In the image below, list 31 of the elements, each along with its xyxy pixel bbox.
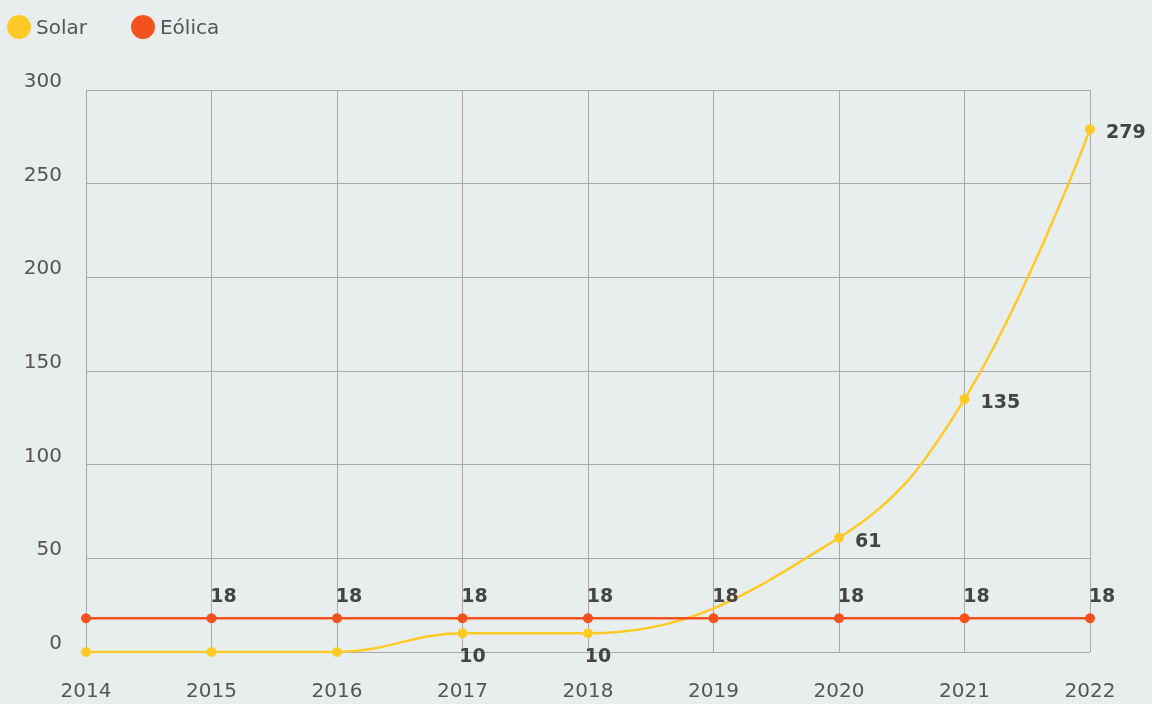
- data-label: 18: [837, 583, 865, 606]
- data-label: 10: [459, 643, 486, 666]
- y-tick-label: 150: [23, 349, 62, 373]
- y-tick-label: 300: [23, 68, 62, 92]
- x-tick-label: 2021: [939, 678, 990, 702]
- data-label: 10: [584, 643, 612, 666]
- x-tick-label: 2016: [311, 678, 363, 702]
- x-tick-label: 2014: [60, 678, 112, 702]
- y-tick-label: 200: [23, 255, 62, 280]
- legend-label: Eólica: [159, 15, 220, 39]
- data-label: 18: [335, 583, 363, 606]
- y-tick-label: 100: [23, 442, 62, 467]
- y-tick-label: 0: [49, 630, 62, 654]
- x-tick-label: 2017: [437, 678, 488, 702]
- y-tick-label: 250: [23, 161, 62, 186]
- x-tick-label: 2019: [688, 678, 739, 702]
- legend-label: Solar: [36, 15, 88, 39]
- x-tick-label: 2015: [186, 678, 237, 702]
- data-label: 18: [210, 583, 237, 606]
- data-label: 18: [963, 583, 990, 606]
- x-tick-label: 2018: [562, 678, 614, 702]
- data-label: 18: [712, 583, 739, 606]
- data-label: 135: [980, 390, 1021, 413]
- data-label: 18: [461, 583, 488, 606]
- x-tick-label: 2020: [813, 678, 865, 702]
- data-label: 279: [1106, 120, 1146, 143]
- data-label: 18: [586, 583, 614, 606]
- data-label: 61: [855, 528, 882, 551]
- x-tick-label: 2022: [1064, 678, 1116, 702]
- data-label: 18: [1088, 583, 1116, 606]
- y-tick-label: 50: [36, 536, 62, 561]
